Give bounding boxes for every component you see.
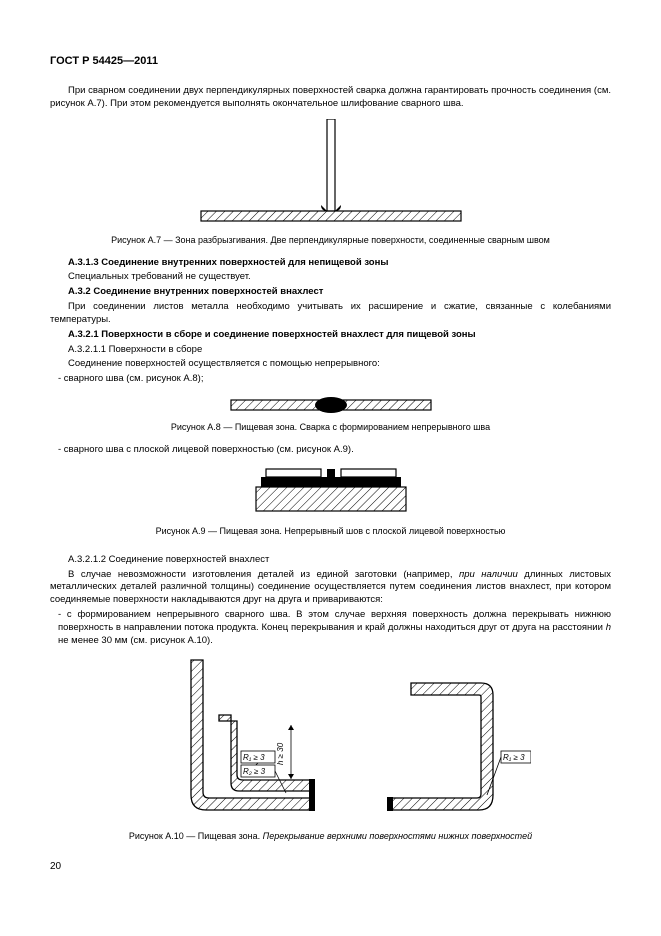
- label-r1-left: R₁ ≥ 3: [243, 753, 265, 762]
- figure-a8: [50, 394, 611, 416]
- figure-a10: R₁ ≥ 3 R₂ ≥ 3 h ≥ 30 R₁ ≥ 3: [50, 655, 611, 825]
- para-a32: При соединении листов металла необходимо…: [50, 301, 611, 327]
- caption-a8: Рисунок А.8 — Пищевая зона. Сварка с фор…: [50, 422, 611, 432]
- bullet-a10: - с формированием непрерывного сварного …: [58, 609, 611, 647]
- heading-a313: А.3.1.3 Соединение внутренних поверхност…: [50, 257, 611, 270]
- text-a3212-pre: В случае невозможности изготовления дета…: [68, 569, 459, 580]
- label-h30: h ≥ 30: [276, 743, 285, 766]
- text-b3-h: h: [606, 622, 611, 633]
- label-r1-right: R₁ ≥ 3: [503, 753, 525, 762]
- para-a3211-a: Соединение поверхностей осуществляется с…: [50, 358, 611, 371]
- caption-a9: Рисунок А.9 — Пищевая зона. Непрерывный …: [50, 526, 611, 536]
- para-a313: Специальных требований не существует.: [50, 271, 611, 284]
- para-intro: При сварном соединении двух перпендикуля…: [50, 85, 611, 111]
- para-a3212-body: В случае невозможности изготовления дета…: [50, 569, 611, 607]
- para-a3212-title: А.3.2.1.2 Соединение поверхностей внахле…: [50, 554, 611, 567]
- figure-a9: [50, 465, 611, 520]
- label-r2-left: R₂ ≥ 3: [243, 767, 266, 776]
- bullet-a8: - сварного шва (см. рисунок А.8);: [58, 373, 611, 386]
- bullet-a9: - сварного шва с плоской лицевой поверхн…: [58, 444, 611, 457]
- caption-a10-pre: Рисунок А.10 — Пищевая зона.: [129, 831, 263, 841]
- text-a3212-italic: при наличии: [459, 569, 518, 580]
- text-b3-pre: - с формированием непрерывного сварного …: [58, 609, 611, 633]
- heading-a321: А.3.2.1 Поверхности в сборе и соединение…: [50, 329, 611, 342]
- caption-a10: Рисунок А.10 — Пищевая зона. Перекрывани…: [50, 831, 611, 841]
- caption-a10-italic: Перекрывание верхними поверхностями нижн…: [263, 831, 532, 841]
- figure-a7: [50, 119, 611, 229]
- page-number: 20: [50, 861, 611, 872]
- para-a3211-title: А.3.2.1.1 Поверхности в сборе: [50, 344, 611, 357]
- text-b3-post: не менее 30 мм (см. рисунок А.10).: [58, 635, 213, 646]
- page-container: ГОСТ Р 54425—2011 При сварном соединении…: [0, 0, 661, 902]
- heading-a32: А.3.2 Соединение внутренних поверхностей…: [50, 286, 611, 299]
- document-header: ГОСТ Р 54425—2011: [50, 55, 611, 67]
- caption-a7: Рисунок А.7 — Зона разбрызгивания. Две п…: [50, 235, 611, 245]
